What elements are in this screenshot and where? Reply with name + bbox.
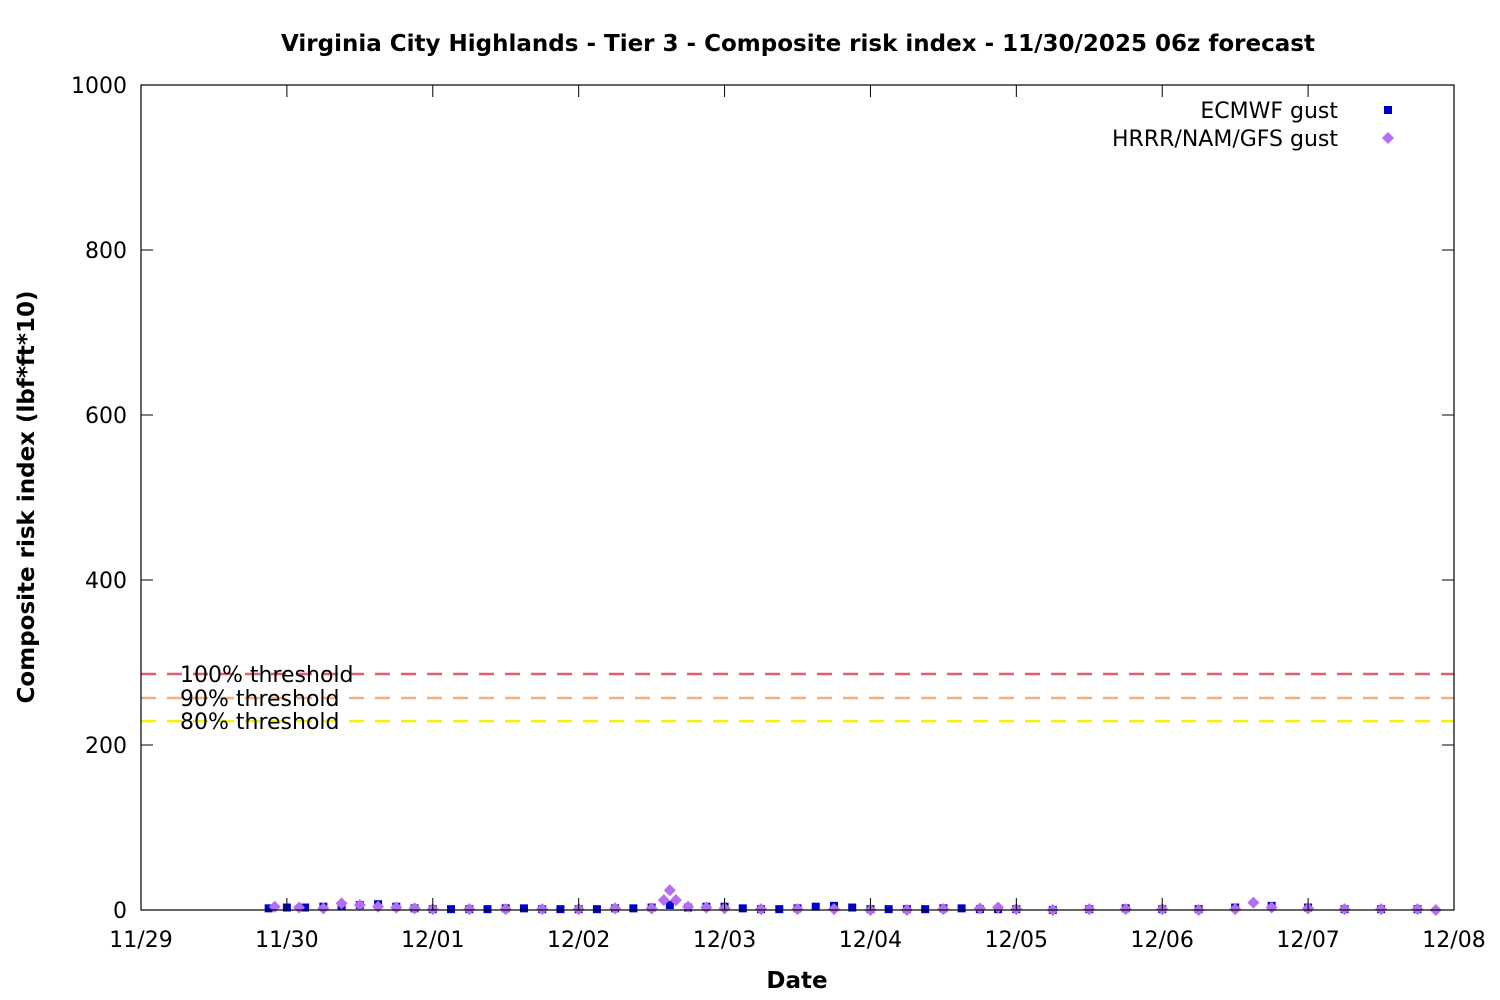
y-tick-label: 200 bbox=[85, 734, 127, 759]
chart-title: Virginia City Highlands - Tier 3 - Compo… bbox=[281, 31, 1315, 57]
ecmwf-point bbox=[592, 905, 601, 914]
legend-marker bbox=[1382, 132, 1394, 144]
x-tick-label: 11/29 bbox=[109, 928, 172, 953]
hrrr-point bbox=[609, 902, 622, 915]
ecmwf-point bbox=[483, 905, 492, 914]
hrrr-point bbox=[663, 884, 676, 897]
y-tick-label: 600 bbox=[85, 404, 127, 429]
hrrr-point bbox=[317, 902, 330, 915]
hrrr-point bbox=[390, 901, 403, 914]
hrrr-point bbox=[1411, 903, 1424, 916]
hrrr-point bbox=[791, 903, 804, 916]
ecmwf-point bbox=[884, 905, 893, 914]
x-tick-label: 12/05 bbox=[985, 928, 1048, 953]
threshold-label: 80% threshold bbox=[180, 710, 340, 735]
plot-frame: 0 200 400 600 800 1000 11/29 11/30 12/01 12/02 12/… bbox=[71, 74, 1486, 953]
y-axis-label: Composite risk index (lbf*ft*10) bbox=[14, 291, 40, 704]
hrrr-point bbox=[1338, 903, 1351, 916]
x-tick-label: 12/02 bbox=[547, 928, 610, 953]
ecmwf-point bbox=[447, 905, 456, 914]
x-tick-label: 12/01 bbox=[401, 928, 464, 953]
plot-border bbox=[140, 84, 1455, 911]
hrrr-point bbox=[463, 903, 476, 916]
ecmwf-point bbox=[957, 904, 966, 913]
hrrr-point bbox=[1375, 903, 1388, 916]
x-tick-label: 12/07 bbox=[1276, 928, 1339, 953]
hrrr-point bbox=[992, 901, 1005, 914]
legend-label: ECMWF gust bbox=[1200, 99, 1338, 124]
hrrr-point bbox=[657, 894, 670, 907]
x-tick-label: 11/30 bbox=[255, 928, 318, 953]
hrrr-point bbox=[1119, 903, 1132, 916]
ecmwf-point bbox=[301, 903, 310, 912]
ecmwf-point bbox=[264, 904, 273, 913]
ecmwf-point bbox=[665, 901, 674, 910]
hrrr-point bbox=[700, 901, 713, 914]
hrrr-point bbox=[1083, 903, 1096, 916]
hrrr-point bbox=[536, 903, 549, 916]
ecmwf-point bbox=[519, 904, 528, 913]
hrrr-point bbox=[499, 903, 512, 916]
y-tick-label: 0 bbox=[113, 899, 127, 924]
hrrr-point bbox=[408, 902, 421, 915]
hrrr-point bbox=[1229, 903, 1242, 916]
hrrr-point bbox=[937, 903, 950, 916]
ecmwf-point bbox=[811, 902, 820, 911]
ecmwf-point bbox=[848, 903, 857, 912]
legend-marker bbox=[1384, 106, 1392, 114]
y-tick-label: 1000 bbox=[71, 74, 127, 99]
hrrr-point bbox=[645, 902, 658, 915]
y-tick-label: 400 bbox=[85, 569, 127, 594]
hrrr-point bbox=[973, 902, 986, 915]
x-axis-label: Date bbox=[766, 968, 827, 994]
legend-label: HRRR/NAM/GFS gust bbox=[1112, 127, 1338, 152]
hrrr-point bbox=[353, 899, 366, 912]
hrrr-point bbox=[293, 901, 306, 914]
threshold-label: 100% threshold bbox=[180, 663, 354, 688]
y-tick-label: 800 bbox=[85, 239, 127, 264]
ecmwf-point bbox=[556, 905, 565, 914]
ecmwf-point bbox=[775, 905, 784, 914]
ecmwf-point bbox=[629, 904, 638, 913]
ecmwf-point bbox=[921, 905, 930, 914]
data-series bbox=[264, 884, 1442, 916]
hrrr-point bbox=[827, 903, 840, 916]
hrrr-point bbox=[1265, 901, 1278, 914]
hrrr-point bbox=[755, 903, 768, 916]
x-tick-label: 12/04 bbox=[839, 928, 902, 953]
hrrr-point bbox=[682, 900, 695, 913]
threshold-label: 90% threshold bbox=[180, 687, 340, 712]
legend: ECMWF gust HRRR/NAM/GFS gust bbox=[1112, 99, 1394, 152]
x-tick-label: 12/08 bbox=[1422, 928, 1485, 953]
x-tick-label: 12/06 bbox=[1131, 928, 1194, 953]
hrrr-point bbox=[335, 897, 348, 910]
hrrr-point bbox=[669, 894, 682, 907]
hrrr-point bbox=[372, 900, 385, 913]
ecmwf-point bbox=[738, 904, 747, 913]
hrrr-point bbox=[1247, 896, 1260, 909]
x-tick-label: 12/03 bbox=[693, 928, 756, 953]
